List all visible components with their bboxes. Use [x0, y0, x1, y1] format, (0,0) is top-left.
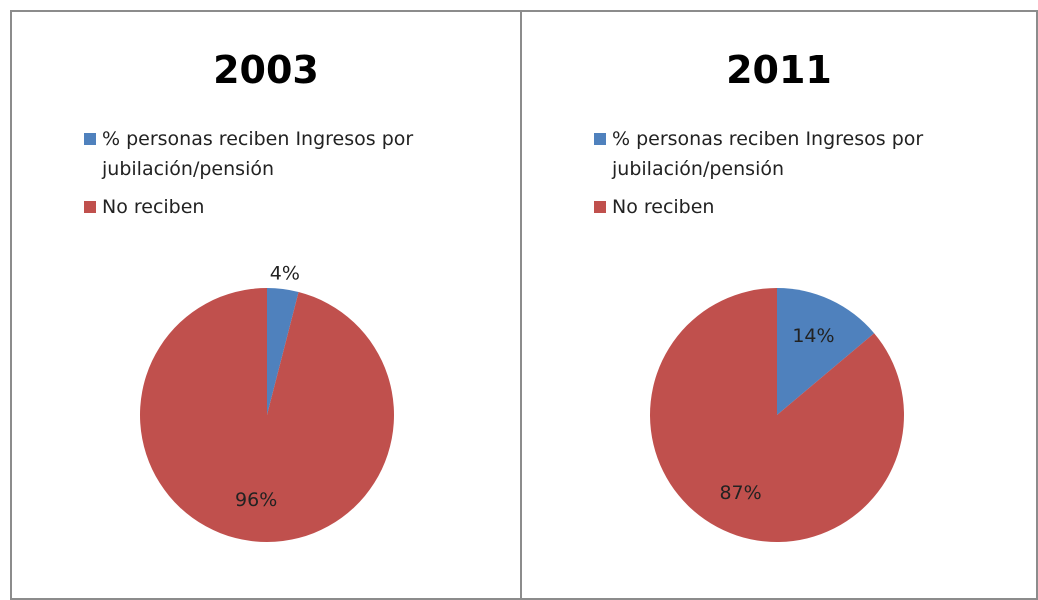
chart-panel: 4% 96% 2003 % personas reciben Ingresos por…: [10, 10, 522, 600]
legend-entry: No reciben: [84, 192, 464, 222]
pie-slice: [650, 288, 904, 542]
legend-label: % personas reciben Ingresos por jubilaci…: [102, 128, 414, 180]
legend-entry: % personas reciben Ingresos por jubilaci…: [84, 124, 464, 184]
chart-title: 2011: [726, 48, 832, 92]
legend-label: No reciben: [612, 196, 715, 218]
legend-swatch: [84, 201, 96, 213]
data-label: 87%: [719, 482, 761, 504]
legend: % personas reciben Ingresos por jubilaci…: [84, 124, 464, 230]
pie-slice: [777, 288, 875, 415]
pie-slice: [267, 288, 299, 415]
data-label: 96%: [235, 489, 277, 511]
pie-chart: 4% 96%: [139, 262, 394, 542]
legend-swatch: [594, 201, 606, 213]
page: 4% 96% 2003 % personas reciben Ingresos por…: [10, 10, 1038, 600]
legend-entry: No reciben: [594, 192, 974, 222]
data-label: 4%: [270, 262, 300, 284]
legend: % personas reciben Ingresos por jubilaci…: [594, 124, 974, 230]
pie-slice: [139, 288, 394, 542]
legend-label: No reciben: [102, 196, 205, 218]
legend-label: % personas reciben Ingresos por jubilaci…: [612, 128, 924, 180]
data-label: 14%: [792, 325, 834, 347]
legend-entry: % personas reciben Ingresos por jubilaci…: [594, 124, 974, 184]
chart-panel: 14% 87% 2011 % personas reciben Ingresos po…: [520, 10, 1038, 600]
legend-swatch: [84, 133, 96, 145]
chart-title: 2003: [213, 48, 319, 92]
pie-chart: 14% 87%: [650, 288, 904, 542]
legend-swatch: [594, 133, 606, 145]
